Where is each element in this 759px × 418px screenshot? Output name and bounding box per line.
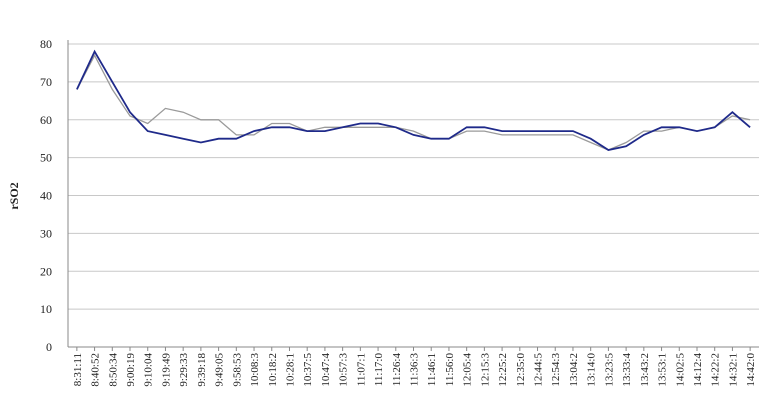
x-tick-label: 9:10:04 bbox=[143, 353, 155, 387]
x-tick-label: 12:15:3 bbox=[479, 353, 491, 387]
x-tick-label: 10:57:3 bbox=[338, 353, 350, 387]
x-tick-label: 11:26:4 bbox=[391, 353, 403, 387]
x-tick-label: 10:08:3 bbox=[249, 353, 261, 387]
x-tick-label: 13:14:0 bbox=[586, 353, 598, 387]
y-tick-label: 10 bbox=[40, 302, 52, 316]
x-tick-label: 9:58:53 bbox=[231, 353, 243, 387]
y-tick-label: 40 bbox=[40, 189, 52, 203]
x-tick-label: 9:29:33 bbox=[178, 353, 190, 387]
y-tick-label: 20 bbox=[40, 264, 52, 278]
x-tick-label: 12:25:2 bbox=[497, 353, 509, 387]
x-tick-label: 8:40:52 bbox=[90, 353, 102, 387]
y-tick-label: 80 bbox=[40, 37, 52, 51]
x-tick-label: 14:32:1 bbox=[727, 353, 739, 387]
y-tick-label: 50 bbox=[40, 151, 52, 165]
x-tick-label: 10:37:5 bbox=[302, 353, 314, 387]
x-tick-label: 9:49:05 bbox=[214, 353, 226, 387]
x-tick-label: 12:44:5 bbox=[533, 353, 545, 387]
x-tick-label: 11:17:0 bbox=[373, 353, 385, 387]
x-tick-label: 14:02:5 bbox=[674, 353, 686, 387]
x-tick-label: 11:46:1 bbox=[426, 353, 438, 386]
x-tick-label: 11:56:0 bbox=[444, 353, 456, 387]
x-tick-label: 13:04:2 bbox=[568, 353, 580, 387]
x-tick-label: 14:12:4 bbox=[692, 353, 704, 387]
y-axis-label: rSO2 bbox=[7, 182, 21, 209]
y-tick-label: 30 bbox=[40, 226, 52, 240]
x-tick-label: 13:43:2 bbox=[639, 353, 651, 387]
x-tick-label: 14:42:0 bbox=[745, 353, 757, 387]
x-tick-label: 12:05:4 bbox=[462, 353, 474, 387]
y-tick-label: 70 bbox=[40, 75, 52, 89]
x-tick-label: 12:35:0 bbox=[515, 353, 527, 387]
x-tick-label: 8:31:11 bbox=[72, 353, 84, 386]
x-tick-label: 9:39:18 bbox=[196, 353, 208, 387]
x-tick-label: 10:28:1 bbox=[284, 353, 296, 387]
x-tick-label: 13:53:1 bbox=[657, 353, 669, 387]
series-line bbox=[76, 53, 751, 151]
series-line bbox=[76, 49, 751, 151]
x-tick-label: 14:22:2 bbox=[710, 353, 722, 387]
x-tick-label: 13:23:5 bbox=[603, 353, 615, 387]
x-tick-label: 10:18:2 bbox=[267, 353, 279, 387]
x-tick-label: 11:07:1 bbox=[355, 353, 367, 386]
x-tick-label: 8:50:34 bbox=[107, 353, 119, 387]
x-tick-label: 10:47:4 bbox=[320, 353, 332, 387]
y-tick-label: 0 bbox=[46, 340, 52, 354]
x-tick-label: 13:33:4 bbox=[621, 353, 633, 387]
y-tick-label: 60 bbox=[40, 113, 52, 127]
x-tick-label: 9:19:49 bbox=[160, 353, 172, 387]
x-tick-label: 11:36:3 bbox=[409, 353, 421, 387]
x-tick-label: 9:00:19 bbox=[125, 353, 137, 387]
x-tick-label: 12:54:3 bbox=[550, 353, 562, 387]
